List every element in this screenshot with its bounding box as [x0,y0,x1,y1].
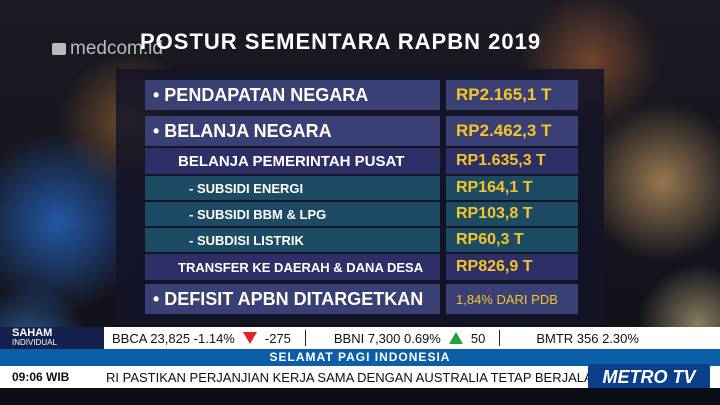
row-label: - SUBSIDI BBM & LPG [145,202,440,226]
row-label: - SUBDISI LISTRIK [145,228,440,252]
footer-strip [0,388,720,405]
program-title: SELAMAT PAGI INDONESIA [0,349,720,366]
row-label: - SUBSIDI ENERGI [145,176,440,200]
logo-mark-icon [52,43,66,55]
ticker-label-top: SAHAM [12,327,53,339]
row-value: RP164,1 T [446,176,578,200]
ticker-label: SAHAM INDIVIDUAL [0,327,104,349]
stock-ticker: SAHAM INDIVIDUAL BBCA 23,825 -1.14% -275… [0,327,720,349]
infographic-title: POSTUR SEMENTARA RAPBN 2019 [140,29,542,54]
news-headline: RI PASTIKAN PERJANJIAN KERJA SAMA DENGAN… [106,369,603,385]
row-value: RP2.462,3 T [446,116,578,146]
stock-item: BMTR 356 2.30% [536,330,639,346]
row-value: RP1.635,3 T [446,148,578,174]
row-value: RP2.165,1 T [446,80,578,110]
stock-change: -275 [264,330,291,346]
logo-text: medcom.id [70,38,163,59]
metrotv-logo: METRO TV [588,364,710,390]
clock: 09:06 WIB [12,370,70,384]
news-bar: 09:06 WIB RI PASTIKAN PERJANJIAN KERJA S… [0,366,720,388]
channel-logo: medcom.id [52,38,163,60]
stock-item: BBNI 7,300 0.69% [333,330,441,346]
row-label: • DEFISIT APBN DITARGETKAN [145,284,440,314]
stock-change: 50 [470,330,486,346]
brand-text: METRO TV [602,366,696,387]
row-value: RP826,9 T [446,254,578,280]
row-value: RP60,3 T [446,228,578,252]
row-label: • BELANJA NEGARA [145,116,440,146]
row-label: • PENDAPATAN NEGARA [145,80,440,110]
stock-item: BBCA 23,825 -1.14% [112,330,235,346]
ticker-divider [304,330,306,346]
row-value: RP103,8 T [446,202,578,226]
down-arrow-icon [242,332,257,344]
row-value: 1,84% DARI PDB [446,284,578,314]
row-label: BELANJA PEMERINTAH PUSAT [145,148,440,174]
ticker-label-bottom: INDIVIDUAL [12,338,57,347]
row-label: TRANSFER KE DAERAH & DANA DESA [145,254,440,280]
up-arrow-icon [448,332,463,344]
ticker-divider [499,330,501,346]
